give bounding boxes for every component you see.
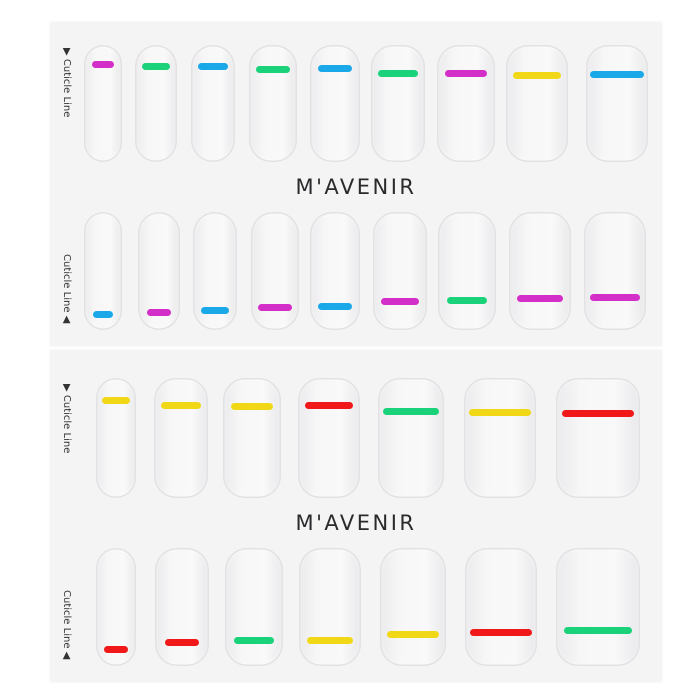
nail-sticker <box>380 548 446 666</box>
nail-stripe-magenta <box>258 304 292 311</box>
nail-stripe-magenta <box>590 294 640 301</box>
nail-sticker <box>586 45 648 162</box>
nail-sticker <box>438 212 496 330</box>
nail-sticker <box>155 548 209 666</box>
nail-stripe-red <box>562 410 634 417</box>
nail-stripe-magenta <box>92 61 114 68</box>
nail-stripe-blue <box>93 311 113 318</box>
nail-stripe-yellow <box>102 397 130 404</box>
nail-sticker <box>437 45 495 162</box>
nail-sticker <box>509 212 571 330</box>
nail-stripe-red <box>104 646 128 653</box>
nail-stripe-blue <box>590 71 644 78</box>
nail-sticker <box>154 378 208 498</box>
nail-stripe-magenta <box>381 298 419 305</box>
nail-sticker <box>378 378 444 498</box>
cuticle-line-label-bottom: Cuticle Line ◀ <box>61 590 72 660</box>
nail-sticker <box>84 212 122 330</box>
cuticle-line-text: Cuticle Line <box>61 254 72 313</box>
nail-stripe-yellow <box>513 72 561 79</box>
nail-sticker-sheet-2: ▶ Cuticle Line M'AVENIR Cuticle Line ◀ <box>50 350 662 682</box>
nail-sticker <box>584 212 646 330</box>
nail-stripe-yellow <box>469 409 531 416</box>
nail-sticker <box>310 45 360 162</box>
nail-stripe-magenta <box>517 295 563 302</box>
nail-sticker <box>464 378 536 498</box>
nail-stripe-green <box>383 408 439 415</box>
nail-sticker <box>556 378 640 498</box>
nail-stripe-blue <box>318 303 352 310</box>
nail-stripe-yellow <box>231 403 273 410</box>
nail-sticker <box>298 378 360 498</box>
nail-stripe-green <box>447 297 487 304</box>
nail-sticker-sheet-1: ▶ Cuticle Line M'AVENIR Cuticle Line ◀ <box>50 22 662 346</box>
nail-sticker <box>373 212 427 330</box>
nail-stripe-yellow <box>387 631 439 638</box>
brand-logo: M'AVENIR <box>295 175 417 199</box>
nail-sticker <box>225 548 283 666</box>
nail-stripe-green <box>234 637 274 644</box>
cuticle-line-label-top: ▶ Cuticle Line <box>61 384 72 454</box>
cuticle-line-text: Cuticle Line <box>61 394 72 454</box>
nail-stripe-red <box>470 629 532 636</box>
nail-sticker <box>465 548 537 666</box>
nail-stripe-yellow <box>161 402 201 409</box>
nail-sticker <box>310 212 360 330</box>
cuticle-line-text: Cuticle Line <box>61 590 72 649</box>
nail-stripe-green <box>564 627 632 634</box>
nail-stripe-blue <box>201 307 229 314</box>
nail-sticker <box>371 45 425 162</box>
nail-stripe-red <box>305 402 353 409</box>
nail-stripe-red <box>165 639 199 646</box>
nail-stripe-magenta <box>445 70 487 77</box>
nail-sticker <box>299 548 361 666</box>
nail-sticker <box>251 212 299 330</box>
nail-stripe-yellow <box>307 637 353 644</box>
cuticle-line-label-top: ▶ Cuticle Line <box>61 48 72 118</box>
nail-stripe-green <box>256 66 290 73</box>
nail-stripe-green <box>142 63 170 70</box>
brand-logo: M'AVENIR <box>295 511 417 535</box>
cuticle-line-text: Cuticle Line <box>61 58 72 118</box>
nail-sticker <box>556 548 640 666</box>
nail-sticker <box>223 378 281 498</box>
nail-stripe-blue <box>318 65 352 72</box>
cuticle-line-label-bottom: Cuticle Line ◀ <box>61 254 72 324</box>
nail-stripe-blue <box>198 63 228 70</box>
nail-sticker <box>506 45 568 162</box>
nail-sticker <box>96 378 136 498</box>
nail-stripe-magenta <box>147 309 171 316</box>
nail-stripe-green <box>378 70 418 77</box>
nail-sticker <box>249 45 297 162</box>
